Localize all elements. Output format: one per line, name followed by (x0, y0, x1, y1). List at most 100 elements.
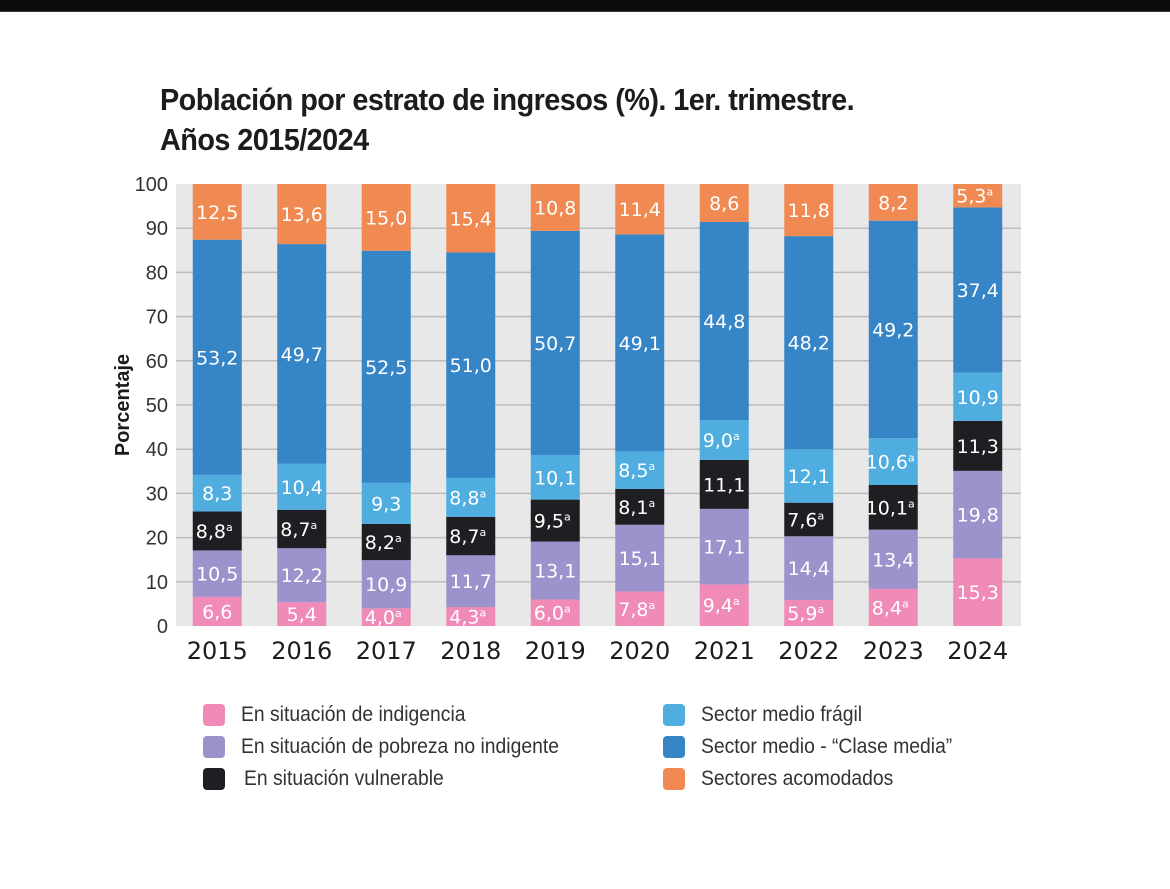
bar-segment (868, 438, 918, 486)
legend-label: Sector medio - “Clase media” (701, 735, 953, 758)
legend-item-pobreza: En situación de pobreza no indigente (203, 735, 587, 759)
data-label: 9,4a (703, 595, 740, 617)
legend-swatch (663, 768, 685, 790)
data-label: 49,1 (619, 333, 661, 355)
bar-segment (446, 252, 496, 478)
data-label: 8,7a (280, 519, 317, 541)
bar-segment (446, 516, 496, 556)
data-label: 15,0 (365, 207, 407, 229)
y-axis-label: Porcentaje (112, 354, 134, 456)
chart-title-line1: Población por estrato de ingresos (%). 1… (160, 82, 855, 117)
data-label: 11,4 (619, 199, 661, 221)
bar-segment (699, 508, 749, 585)
data-label: 52,5 (365, 357, 407, 379)
x-tick-label: 2019 (525, 637, 586, 665)
y-tick-label: 30 (146, 483, 168, 505)
data-label: 5,4 (287, 604, 317, 626)
data-label: 10,5 (196, 564, 238, 586)
data-label: 8,2a (365, 532, 402, 554)
data-label: 12,2 (281, 565, 323, 587)
data-label: 11,7 (450, 571, 492, 593)
data-label: 15,1 (619, 548, 661, 570)
data-label: 53,2 (196, 347, 238, 369)
legend-item-vulnerable: En situación vulnerable (203, 767, 461, 791)
bar-segment (615, 524, 665, 592)
chart-title: Población por estrato de ingresos (%). 1… (160, 80, 855, 160)
bar-segment (784, 502, 834, 537)
x-tick-label: 2018 (440, 637, 501, 665)
bar-segment (361, 250, 411, 483)
data-label: 11,1 (703, 474, 745, 496)
y-tick-label: 40 (146, 439, 168, 461)
bar-segment (192, 474, 242, 512)
bar-segment (361, 184, 411, 251)
bar-segment (953, 184, 1003, 208)
bar-segment (192, 550, 242, 597)
bar-segment (530, 541, 580, 600)
legend-swatch (663, 736, 685, 758)
bar-segment (699, 222, 749, 421)
data-label: 9,3 (371, 493, 401, 515)
data-label: 7,6a (787, 509, 824, 531)
data-label: 11,8 (788, 200, 830, 222)
data-label: 13,1 (534, 561, 576, 583)
bar-segment (446, 606, 496, 626)
bar-segment (530, 230, 580, 455)
bar-segment (615, 488, 665, 525)
legend-swatch (663, 704, 685, 726)
data-label: 10,1a (866, 497, 915, 519)
data-label: 4,0a (365, 607, 402, 629)
bar-segment (784, 236, 834, 450)
bar-segment (361, 560, 411, 609)
bar-segment (699, 184, 749, 223)
y-tick-label: 0 (157, 616, 168, 638)
data-label: 51,0 (450, 355, 492, 377)
bar-segment (277, 509, 327, 549)
legend-swatch (203, 704, 225, 726)
y-tick-label: 100 (135, 174, 168, 196)
data-label: 8,8a (196, 521, 233, 543)
x-tick-label: 2021 (694, 637, 755, 665)
data-label: 10,9 (957, 387, 999, 409)
data-label: 10,8 (534, 197, 576, 219)
data-label: 8,6 (709, 193, 739, 215)
bar-segment (277, 184, 327, 245)
data-label: 12,5 (196, 202, 238, 224)
data-label: 5,3a (956, 186, 993, 208)
bar-segment (868, 220, 918, 439)
data-label: 8,2 (878, 192, 908, 214)
y-tick-label: 90 (146, 218, 168, 240)
x-tick-label: 2024 (947, 637, 1008, 665)
data-label: 19,8 (957, 505, 999, 527)
y-tick-label: 10 (146, 572, 168, 594)
data-label: 15,3 (957, 582, 999, 604)
bar-segment (615, 591, 665, 626)
data-label: 49,2 (872, 319, 914, 341)
bar-segment (361, 608, 411, 626)
legend-label: Sector medio frágil (701, 703, 863, 726)
bar-segment (784, 536, 834, 600)
data-label: 10,4 (281, 477, 323, 499)
data-label: 9,5a (534, 511, 571, 533)
data-label: 7,8a (618, 599, 655, 621)
data-label: 8,5a (618, 460, 655, 482)
data-label: 37,4 (957, 280, 999, 302)
bar-segment (530, 184, 580, 231)
bar-segment (953, 372, 1003, 421)
bar-segment (953, 558, 1003, 626)
y-tick-label: 20 (146, 528, 168, 550)
legend-item-medio-fragil: Sector medio frágil (663, 703, 876, 727)
data-label: 48,2 (788, 333, 830, 355)
bar-segment (868, 588, 918, 626)
bar-segment (784, 599, 834, 626)
bar-segment (192, 239, 242, 475)
bar-segment (953, 420, 1003, 471)
bar-segment (446, 184, 496, 253)
data-label: 8,8a (449, 487, 486, 509)
data-label: 10,1 (534, 467, 576, 489)
data-label: 13,4 (872, 549, 914, 571)
data-label: 44,8 (703, 311, 745, 333)
data-label: 10,9 (365, 574, 407, 596)
legend-label: En situación vulnerable (244, 767, 444, 790)
bar-segment (615, 451, 665, 489)
